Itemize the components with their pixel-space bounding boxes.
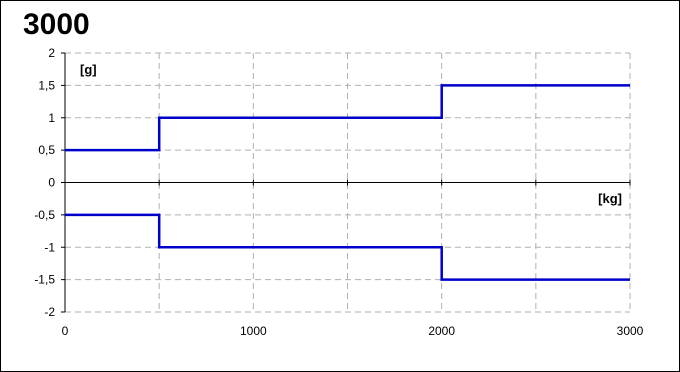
axes [61,52,631,313]
series-line-2 [65,213,630,281]
series-lines [65,84,630,281]
y-tick-label: -2 [44,305,55,319]
y-unit-label: [g] [80,62,97,77]
x-tick-label: 3000 [617,324,644,338]
tick-labels: 2 1,5 1 0,5 0 -0,5 -1 -1,5 -2 0 1000 2000 3000 [34,46,643,338]
x-tick-label: 1000 [240,324,267,338]
y-tick-label: 1,5 [38,78,55,92]
y-tick-label: 2 [48,46,55,60]
x-tick-label: 0 [62,324,69,338]
series-line-1 [65,84,630,152]
x-unit-label: [kg] [598,191,622,206]
y-tick-label: -0,5 [34,208,55,222]
y-tick-label: -1,5 [34,273,55,287]
y-tick-label: 0 [48,176,55,190]
y-tick-label: -1 [44,240,55,254]
x-tick-label: 2000 [428,324,455,338]
y-tick-label: 0,5 [38,143,55,157]
chart-title: 3000 [23,8,90,41]
y-tick-label: 1 [48,111,55,125]
